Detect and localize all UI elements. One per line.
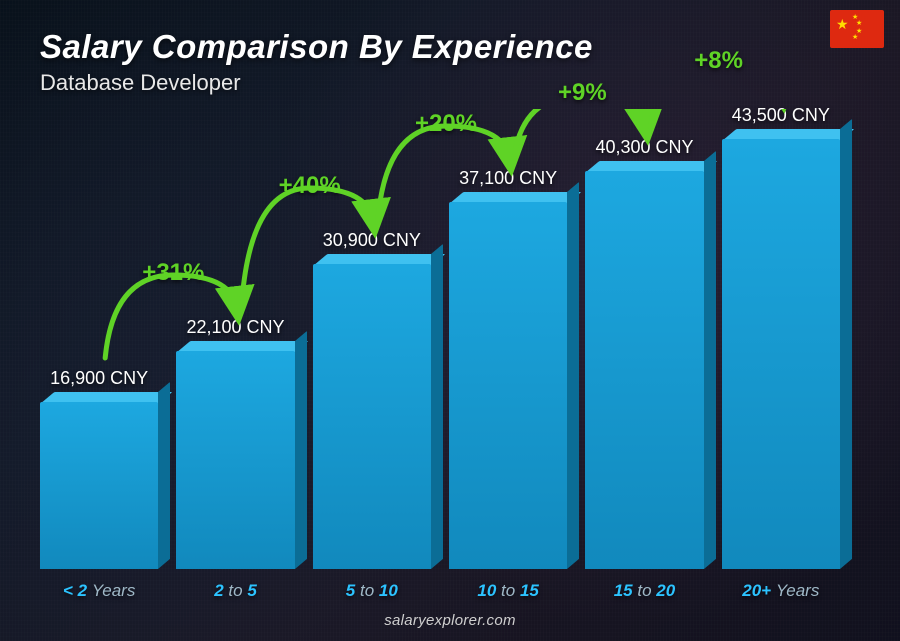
bar-value-label: 22,100 CNY	[186, 317, 284, 338]
bar-side-face	[840, 119, 852, 569]
bar-front-face	[449, 202, 567, 569]
x-axis-category: 10 to 15	[449, 581, 567, 601]
x-axis-category: 20+ Years	[722, 581, 840, 601]
bar-value-label: 40,300 CNY	[595, 137, 693, 158]
bar-front-face	[722, 139, 840, 569]
x-axis-category: 15 to 20	[585, 581, 703, 601]
bar-side-face	[295, 331, 307, 569]
chart-title: Salary Comparison By Experience	[40, 28, 868, 66]
footer-source: salaryexplorer.com	[0, 612, 900, 629]
bar-side-face	[704, 151, 716, 569]
bar-value-label: 30,900 CNY	[323, 230, 421, 251]
bar-slot: 22,100 CNY	[176, 351, 294, 569]
bar-side-face	[567, 182, 579, 569]
bar-slot: 43,500 CNY	[722, 139, 840, 569]
bar-front-face	[585, 171, 703, 569]
bar-slot: 16,900 CNY	[40, 402, 158, 569]
bar-chart: 16,900 CNY22,100 CNY30,900 CNY37,100 CNY…	[40, 109, 840, 569]
bar-value-label: 37,100 CNY	[459, 168, 557, 189]
bar-side-face	[431, 244, 443, 569]
bar-side-face	[158, 382, 170, 569]
china-flag-icon: ★ ★ ★ ★ ★	[830, 10, 884, 48]
bar-front-face	[176, 351, 294, 569]
bar-slot: 37,100 CNY	[449, 202, 567, 569]
bar-slot: 30,900 CNY	[313, 264, 431, 569]
x-axis-category: 2 to 5	[176, 581, 294, 601]
bar: 43,500 CNY	[722, 139, 840, 569]
bar: 37,100 CNY	[449, 202, 567, 569]
chart-subtitle: Database Developer	[40, 70, 868, 96]
bar-front-face	[40, 402, 158, 569]
x-axis-category: 5 to 10	[313, 581, 431, 601]
bar-front-face	[313, 264, 431, 569]
bar-value-label: 43,500 CNY	[732, 105, 830, 126]
bar-value-label: 16,900 CNY	[50, 368, 148, 389]
bar: 40,300 CNY	[585, 171, 703, 569]
bar-slot: 40,300 CNY	[585, 171, 703, 569]
bar: 30,900 CNY	[313, 264, 431, 569]
x-axis-category: < 2 Years	[40, 581, 158, 601]
bar: 22,100 CNY	[176, 351, 294, 569]
infographic-container: ★ ★ ★ ★ ★ Salary Comparison By Experienc…	[0, 0, 900, 641]
x-axis-labels: < 2 Years 2 to 5 5 to 10 10 to 15 15 to 20 20…	[40, 581, 840, 601]
bar: 16,900 CNY	[40, 402, 158, 569]
